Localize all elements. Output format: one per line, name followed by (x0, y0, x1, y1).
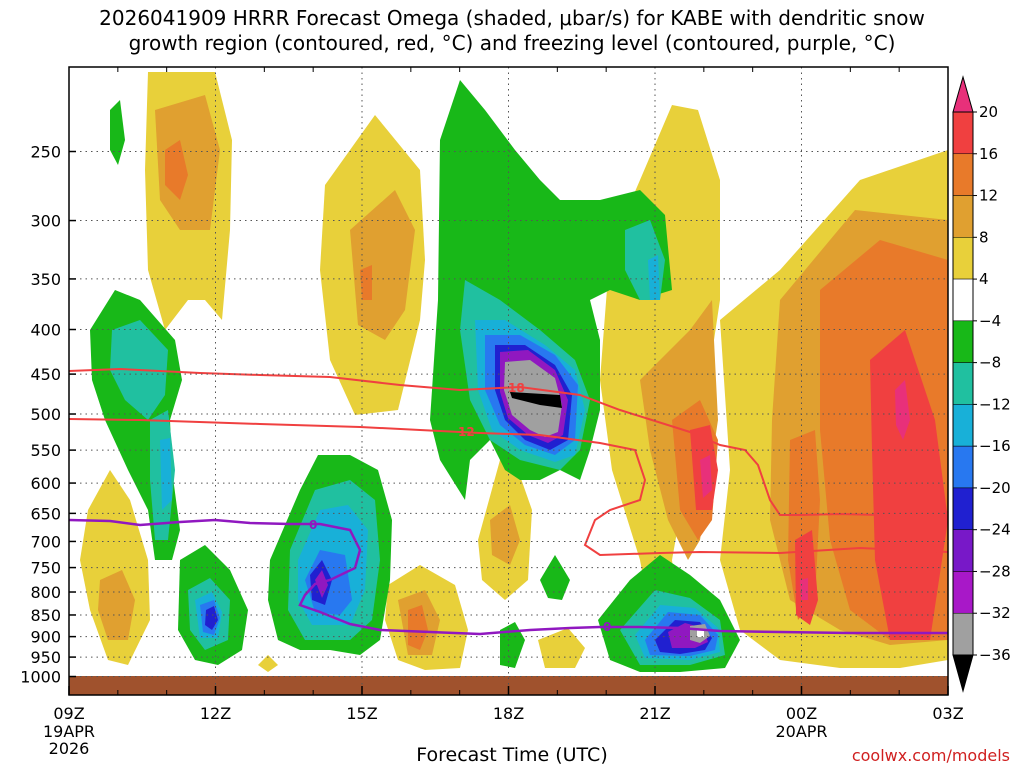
x-axis-label: Forecast Time (UTC) (416, 744, 608, 766)
y-tick-label: 350 (30, 270, 61, 289)
colorbar-segment (952, 278, 974, 322)
colorbar-segment (952, 111, 974, 155)
dgz-contour-12 (69, 418, 948, 557)
freezing-level-contour (69, 518, 948, 636)
colorbar-segment (952, 612, 974, 656)
colorbar-label: −20 (979, 479, 1011, 497)
colorbar-label: 8 (979, 228, 989, 246)
colorbar-label: −12 (979, 395, 1011, 413)
colorbar-segment (952, 195, 974, 238)
ground-fill (69, 676, 948, 695)
contour-label-12: 12 (458, 425, 475, 439)
x-tick-label: 15Z (346, 704, 377, 723)
x-tick-label: 03Z (932, 704, 963, 723)
colorbar-label: 16 (979, 145, 998, 163)
y-tick-label: 400 (30, 321, 61, 340)
colorbar: 20 16 12 8 4 −4 −8 −12 −16 −20 −24 −28 −32 −36 (952, 75, 1011, 693)
y-tick-label: 250 (30, 143, 61, 162)
y-tick-label: 800 (30, 583, 61, 602)
colorbar-segment (952, 445, 974, 489)
x-tick-label: 00Z (786, 704, 817, 723)
y-tick-label: 300 (30, 212, 61, 231)
y-tick-label: 450 (30, 365, 61, 384)
chart-title-line-1: 2026041909 HRRR Forecast Omega (shaded, … (99, 6, 925, 30)
colorbar-segment (952, 571, 974, 614)
colorbar-frame (952, 111, 974, 656)
x-date-label: 19APR (43, 722, 95, 741)
colorbar-label: −16 (979, 437, 1011, 455)
chart-title-line-2: growth region (contoured, red, °C) and f… (128, 31, 896, 55)
y-tick-label: 950 (30, 648, 61, 667)
omega-fill-gt20 (212, 380, 910, 622)
colorbar-label: 12 (979, 187, 998, 205)
y-axis: 250 300 350 400 450 500 550 600 650 700 750 800 850 9… (20, 143, 76, 687)
colorbar-segment (952, 529, 974, 572)
contour-labels: 18 12 0 0 (309, 381, 611, 634)
colorbar-label: −32 (979, 604, 1011, 622)
colorbar-segment (952, 404, 974, 447)
y-tick-label: 750 (30, 559, 61, 578)
omega-shading (69, 72, 948, 695)
x-tick-label: 12Z (200, 704, 231, 723)
dgz-contour-18 (69, 367, 948, 517)
site-credit: coolwx.com/models (851, 746, 1010, 765)
y-tick-label: 700 (30, 532, 61, 551)
colorbar-top-arrow (952, 75, 974, 113)
y-tick-label: 1000 (20, 668, 61, 687)
grid-lines (69, 67, 948, 695)
x-tick-label: 21Z (639, 704, 670, 723)
contour-label-18: 18 (508, 381, 525, 395)
colorbar-label: −8 (979, 354, 1001, 372)
y-tick-label: 500 (30, 405, 61, 424)
x-tick-label: 09Z (53, 704, 84, 723)
colorbar-label: 4 (979, 270, 989, 288)
colorbar-bottom-arrow (952, 654, 974, 693)
colorbar-segment (952, 153, 974, 196)
colorbar-label: −24 (979, 521, 1011, 539)
colorbar-segment (952, 320, 974, 363)
y-tick-label: 900 (30, 628, 61, 647)
y-tick-label: 650 (30, 504, 61, 523)
contour-label-0-left: 0 (309, 518, 317, 532)
y-tick-label: 550 (30, 441, 61, 460)
colorbar-segment (952, 487, 974, 530)
colorbar-segment (952, 362, 974, 405)
colorbar-segment (952, 237, 974, 280)
contour-label-0-right: 0 (603, 620, 611, 634)
y-tick-label: 600 (30, 474, 61, 493)
colorbar-label: −36 (979, 646, 1011, 664)
x-date-label: 2026 (49, 739, 90, 758)
colorbar-label: −4 (979, 312, 1001, 330)
omega-fill-lt36 (510, 392, 562, 408)
colorbar-label: 20 (979, 103, 998, 121)
y-tick-label: 850 (30, 606, 61, 625)
x-date-label: 20APR (775, 722, 827, 741)
colorbar-label: −28 (979, 562, 1011, 580)
x-tick-label: 18Z (493, 704, 524, 723)
